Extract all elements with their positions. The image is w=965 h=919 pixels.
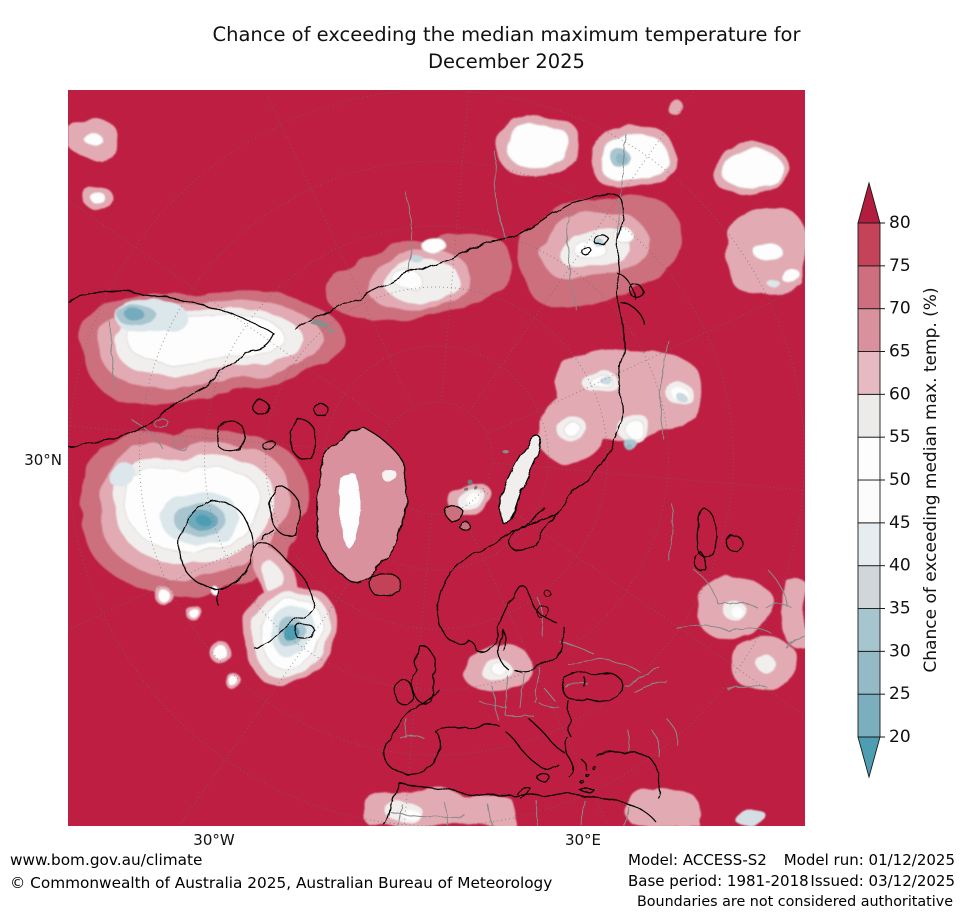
footer-disclaimer: Boundaries are not considered authoritat…	[636, 894, 953, 910]
footer-base-period: Base period: 1981-2018	[628, 872, 809, 890]
svg-text:55: 55	[889, 427, 911, 447]
svg-text:75: 75	[889, 256, 911, 276]
country-borders	[109, 133, 805, 826]
colorbar-title: Chance of exceeding median max. temp. (%…	[921, 287, 941, 673]
footer-model-run: Model run: 01/12/2025	[783, 851, 955, 869]
map-figure	[68, 90, 805, 826]
axis-label-30w: 30°W	[193, 831, 235, 849]
footer-copyright: © Commonwealth of Australia 2025, Austra…	[10, 874, 553, 892]
svg-text:20: 20	[889, 727, 911, 747]
svg-text:35: 35	[889, 599, 911, 619]
axis-label-30n: 30°N	[24, 451, 62, 469]
colorbar: 20 25 30 35 40 45 50 55 60 65 70 75 80	[857, 181, 911, 779]
footer-website: www.bom.gov.au/climate	[10, 851, 203, 869]
axis-label-30e: 30°E	[564, 831, 602, 849]
svg-text:40: 40	[889, 556, 911, 576]
svg-text:50: 50	[889, 470, 911, 490]
page-title: Chance of exceeding the median maximum t…	[0, 21, 965, 75]
title-line-2: December 2025	[428, 50, 585, 73]
svg-text:30: 30	[889, 641, 911, 661]
coastlines	[68, 192, 743, 826]
footer-model: Model: ACCESS-S2	[628, 851, 767, 869]
svg-text:25: 25	[889, 684, 911, 704]
svg-text:80: 80	[889, 213, 911, 233]
map-canvas	[68, 90, 805, 826]
svg-text:65: 65	[889, 342, 911, 362]
title-line-1: Chance of exceeding the median maximum t…	[212, 23, 801, 46]
footer-issued: Issued: 03/12/2025	[810, 872, 955, 890]
svg-text:60: 60	[889, 384, 911, 404]
svg-text:70: 70	[889, 299, 911, 319]
svg-text:45: 45	[889, 513, 911, 533]
